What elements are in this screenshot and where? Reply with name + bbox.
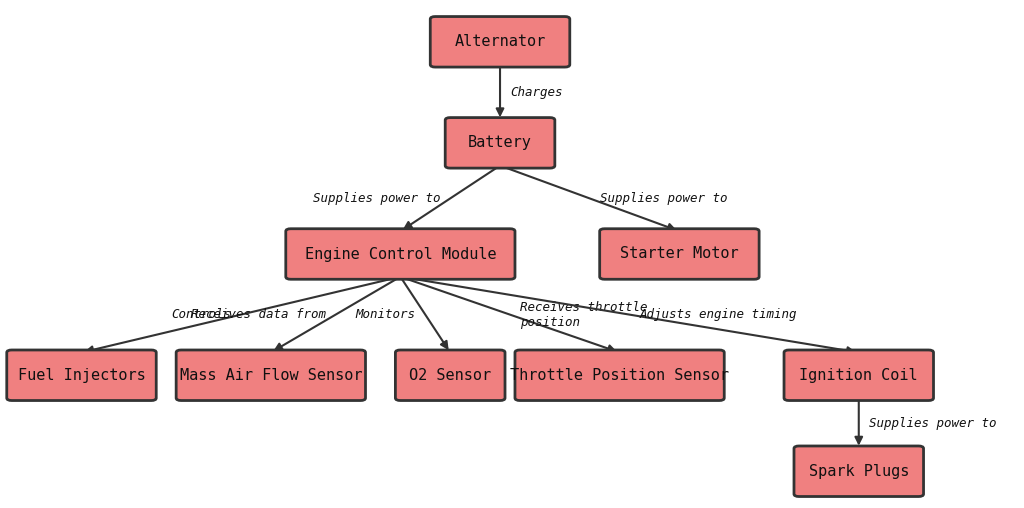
FancyBboxPatch shape [600, 229, 759, 279]
Text: Ignition Coil: Ignition Coil [800, 368, 919, 383]
Text: Alternator: Alternator [455, 35, 546, 49]
Text: Supplies power to: Supplies power to [600, 192, 727, 205]
Text: Throttle Position Sensor: Throttle Position Sensor [510, 368, 729, 383]
Text: O2 Sensor: O2 Sensor [410, 368, 492, 383]
FancyBboxPatch shape [7, 350, 157, 400]
Text: Starter Motor: Starter Motor [621, 246, 738, 262]
Text: Battery: Battery [468, 135, 531, 150]
FancyBboxPatch shape [515, 350, 724, 400]
Text: Charges: Charges [510, 86, 562, 99]
Text: Spark Plugs: Spark Plugs [809, 464, 909, 479]
Text: Receives data from: Receives data from [190, 308, 326, 321]
FancyBboxPatch shape [395, 350, 505, 400]
FancyBboxPatch shape [286, 229, 515, 279]
Text: Engine Control Module: Engine Control Module [304, 246, 497, 262]
FancyBboxPatch shape [445, 117, 555, 168]
FancyBboxPatch shape [176, 350, 366, 400]
Text: Supplies power to: Supplies power to [312, 192, 440, 205]
FancyBboxPatch shape [430, 17, 569, 67]
Text: Receives throttle
position: Receives throttle position [520, 301, 647, 329]
FancyBboxPatch shape [784, 350, 934, 400]
Text: Adjusts engine timing: Adjusts engine timing [640, 308, 797, 321]
Text: Controls: Controls [171, 308, 231, 321]
Text: Supplies power to: Supplies power to [868, 417, 996, 430]
Text: Fuel Injectors: Fuel Injectors [17, 368, 145, 383]
Text: Mass Air Flow Sensor: Mass Air Flow Sensor [179, 368, 362, 383]
Text: Monitors: Monitors [355, 308, 416, 321]
FancyBboxPatch shape [794, 446, 924, 496]
